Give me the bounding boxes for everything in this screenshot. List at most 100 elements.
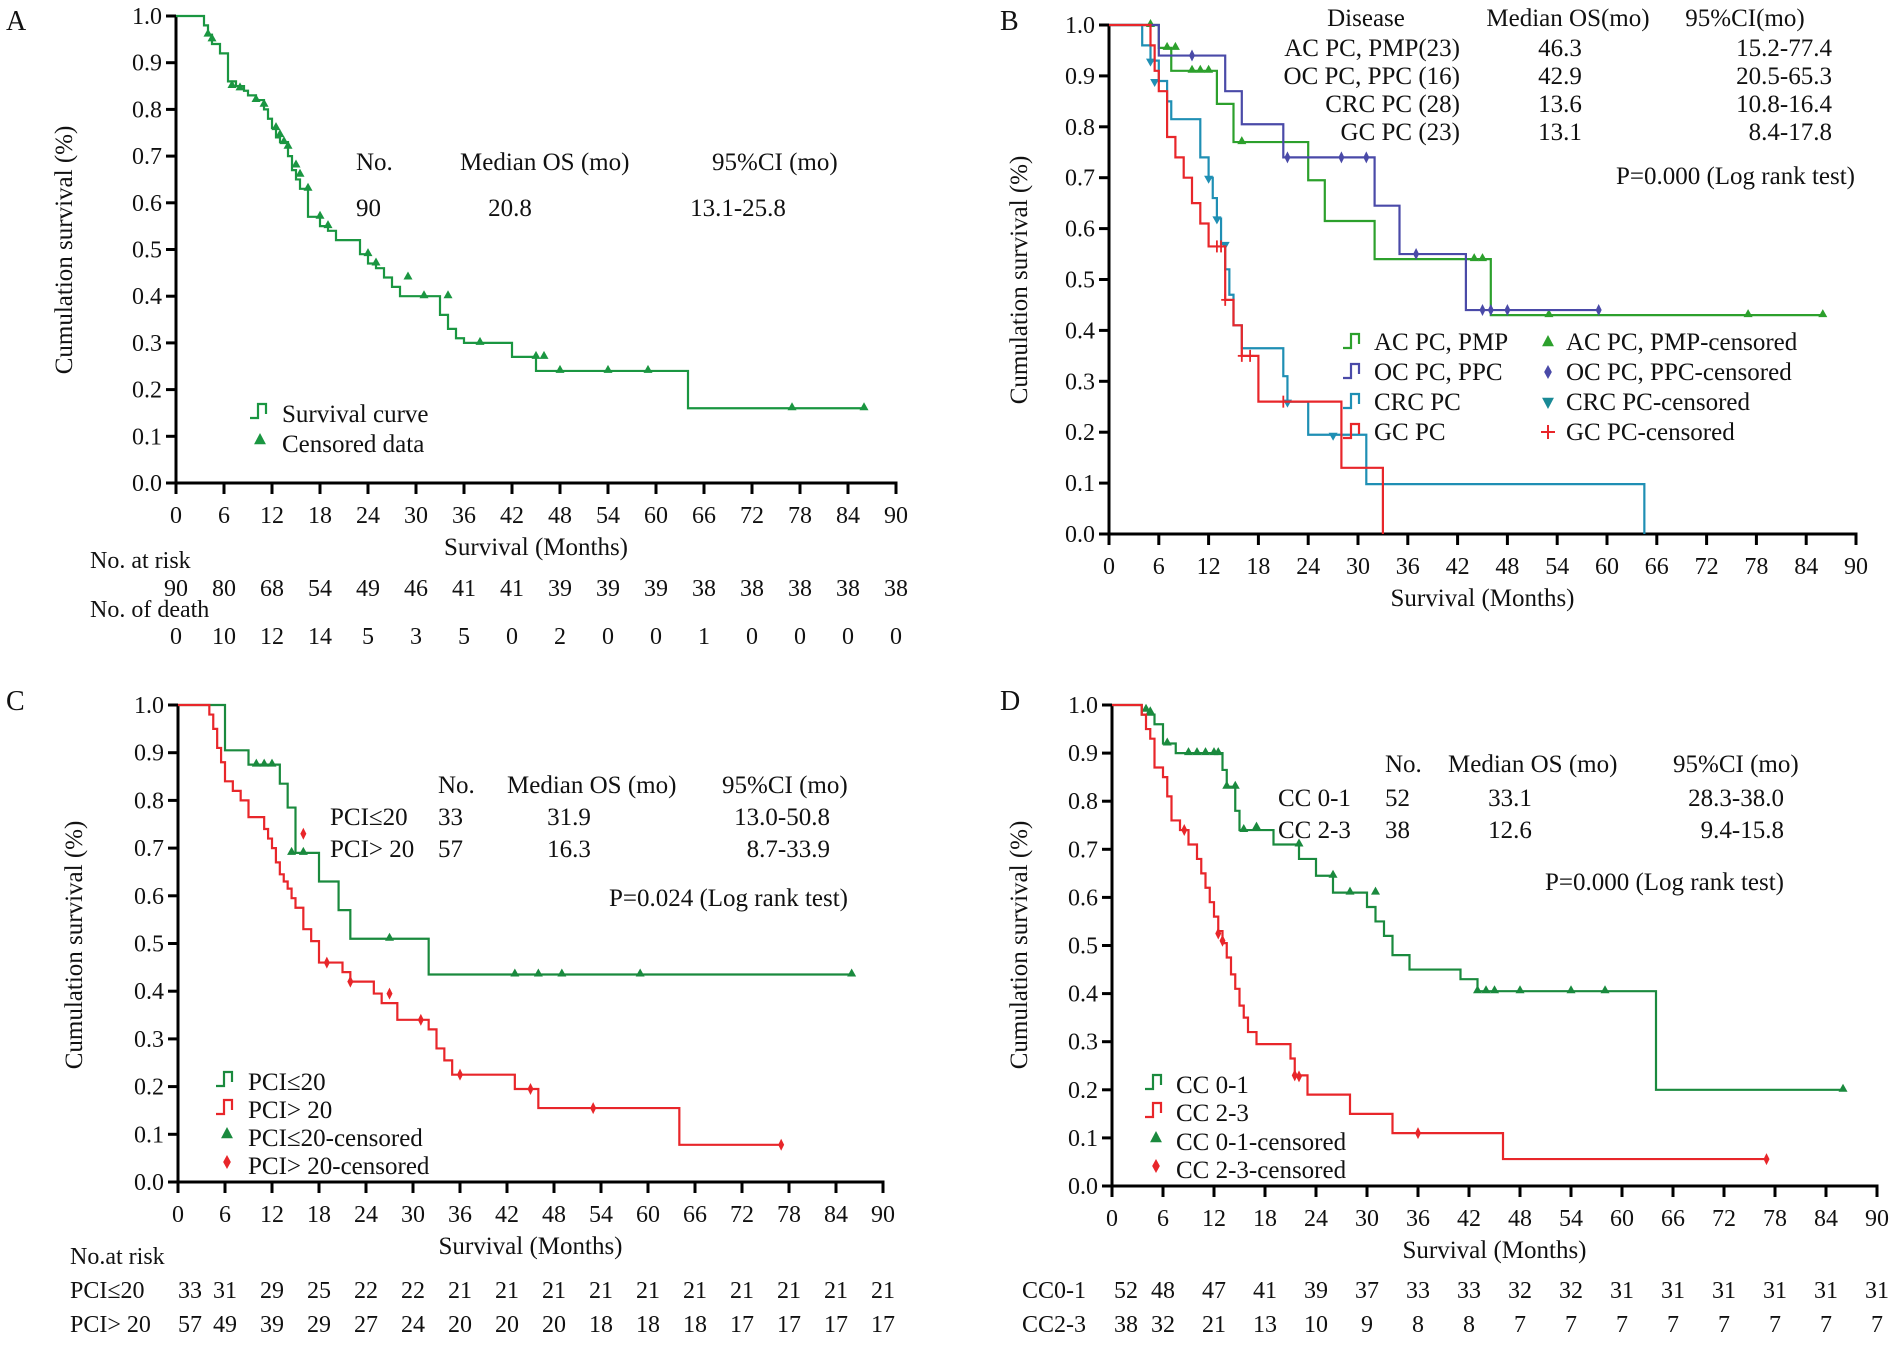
censor-mark [1345, 886, 1355, 895]
x-tick-label: 60 [644, 503, 668, 529]
censor-mark [279, 136, 289, 145]
risk-value: 41 [500, 576, 524, 602]
x-tick-label: 6 [218, 503, 230, 529]
x-tick-label: 6 [219, 1202, 231, 1228]
risk-table-header: No.at risk [70, 1244, 165, 1270]
risk-value: 21 [589, 1278, 613, 1304]
x-tick-label: 66 [1661, 1206, 1685, 1232]
stats-header: Disease [1327, 5, 1405, 32]
risk-value: 18 [636, 1312, 660, 1338]
censor-mark [315, 210, 325, 219]
stats-median: 46.3 [1538, 35, 1582, 62]
censor-mark [371, 257, 381, 266]
censor-mark [590, 1102, 597, 1115]
risk-value: 8 [1463, 1312, 1475, 1338]
survival-step-line [176, 14, 864, 410]
risk-value: 18 [589, 1312, 613, 1338]
x-tick-label: 42 [495, 1202, 519, 1228]
y-axis-title: Cumulation survival (%) [51, 126, 78, 375]
x-tick-label: 60 [1610, 1206, 1634, 1232]
risk-value: 21 [777, 1278, 801, 1304]
x-tick-label: 24 [354, 1202, 378, 1228]
risk-value: 18 [683, 1312, 707, 1338]
risk-value: 52 [1114, 1278, 1138, 1304]
stats-disease: GC PC (23) [1341, 119, 1460, 146]
legend-label: CC 0-1-censored [1176, 1129, 1347, 1156]
x-tick-label: 18 [308, 503, 332, 529]
legend-label: OC PC, PPC-censored [1566, 359, 1792, 386]
censor-mark [443, 290, 453, 299]
stats-header: No. [1385, 751, 1422, 778]
risk-value: 20 [495, 1312, 519, 1338]
y-tick-label: 0.6 [132, 191, 162, 217]
censor-mark [1189, 49, 1195, 62]
x-tick-label: 48 [542, 1202, 566, 1228]
x-tick-label: 12 [1197, 554, 1221, 580]
risk-value: 31 [1865, 1278, 1889, 1304]
risk-value: 21 [636, 1278, 660, 1304]
stats-ci: 13.0-50.8 [734, 804, 830, 831]
stats-disease: AC PC, PMP(23) [1284, 35, 1460, 62]
risk-value: 2 [554, 624, 566, 650]
censor-mark [1204, 64, 1214, 73]
risk-table-header: No. at risk [90, 548, 191, 574]
legend-triangle-icon [254, 433, 266, 445]
censor-mark [1566, 985, 1576, 994]
x-axis-title: Survival (Months) [1390, 585, 1574, 612]
censor-mark [1284, 151, 1291, 164]
risk-value: 48 [1151, 1278, 1175, 1304]
y-tick-label: 0.9 [132, 51, 162, 77]
censor-mark [1170, 41, 1180, 50]
risk-value: 14 [308, 624, 332, 650]
risk-value: 54 [308, 576, 332, 602]
censor-mark [1479, 304, 1486, 317]
censor-mark [1150, 78, 1160, 87]
x-tick-label: 30 [1346, 554, 1370, 580]
x-tick-label: 78 [1763, 1206, 1787, 1232]
legend-label: Censored data [282, 431, 424, 458]
legend-step-icon [216, 1098, 234, 1116]
panel-a: A0.00.10.20.30.40.50.60.70.80.91.00 6 12 18… [6, 4, 908, 650]
y-axis-title: Cumulation survival (%) [1006, 156, 1033, 405]
stats-ci: 9.4-15.8 [1701, 817, 1784, 844]
x-tick-label: 66 [683, 1202, 707, 1228]
stats-median: 13.6 [1538, 91, 1582, 118]
y-tick-label: 0.9 [134, 741, 164, 767]
censor-mark [1478, 253, 1487, 262]
legend-step-icon [216, 1070, 234, 1088]
censor-mark [385, 932, 394, 941]
censor-mark [235, 82, 245, 91]
x-tick-label: 48 [1495, 554, 1519, 580]
censor-mark [533, 968, 543, 977]
x-tick-label: 60 [1595, 554, 1619, 580]
stats-median: 42.9 [1538, 63, 1582, 90]
risk-value: 22 [401, 1278, 425, 1304]
censor-mark [1296, 1070, 1302, 1083]
y-tick-label: 0.9 [1065, 64, 1095, 90]
x-tick-label: 78 [788, 503, 812, 529]
x-tick-label: 60 [636, 1202, 660, 1228]
y-tick-label: 0.8 [1068, 789, 1098, 815]
stats-ci: 15.2-77.4 [1736, 35, 1832, 62]
risk-value: 1 [698, 624, 710, 650]
legend-label: CC 2-3 [1176, 1100, 1249, 1127]
censor-mark [557, 968, 567, 977]
risk-row-label: PCI≤20 [70, 1278, 145, 1304]
risk-value: 21 [683, 1278, 707, 1304]
censor-mark [1469, 253, 1479, 262]
risk-value: 33 [178, 1278, 202, 1304]
y-tick-label: 0.2 [134, 1075, 164, 1101]
risk-value: 33 [1457, 1278, 1481, 1304]
stats-median: 13.1 [1538, 119, 1582, 146]
risk-row-label: CC0-1 [1022, 1278, 1086, 1304]
x-tick-label: 42 [500, 503, 524, 529]
legend-step-icon [1343, 422, 1361, 440]
y-tick-label: 1.0 [132, 4, 162, 30]
y-tick-label: 0.0 [1065, 522, 1095, 548]
legend-label: OC PC, PPC [1374, 359, 1503, 386]
censor-mark [259, 98, 269, 107]
y-tick-label: 0.5 [1068, 934, 1098, 960]
legend-label: CC 0-1 [1176, 1072, 1249, 1099]
risk-value: 39 [596, 576, 620, 602]
censor-mark [1204, 175, 1214, 184]
